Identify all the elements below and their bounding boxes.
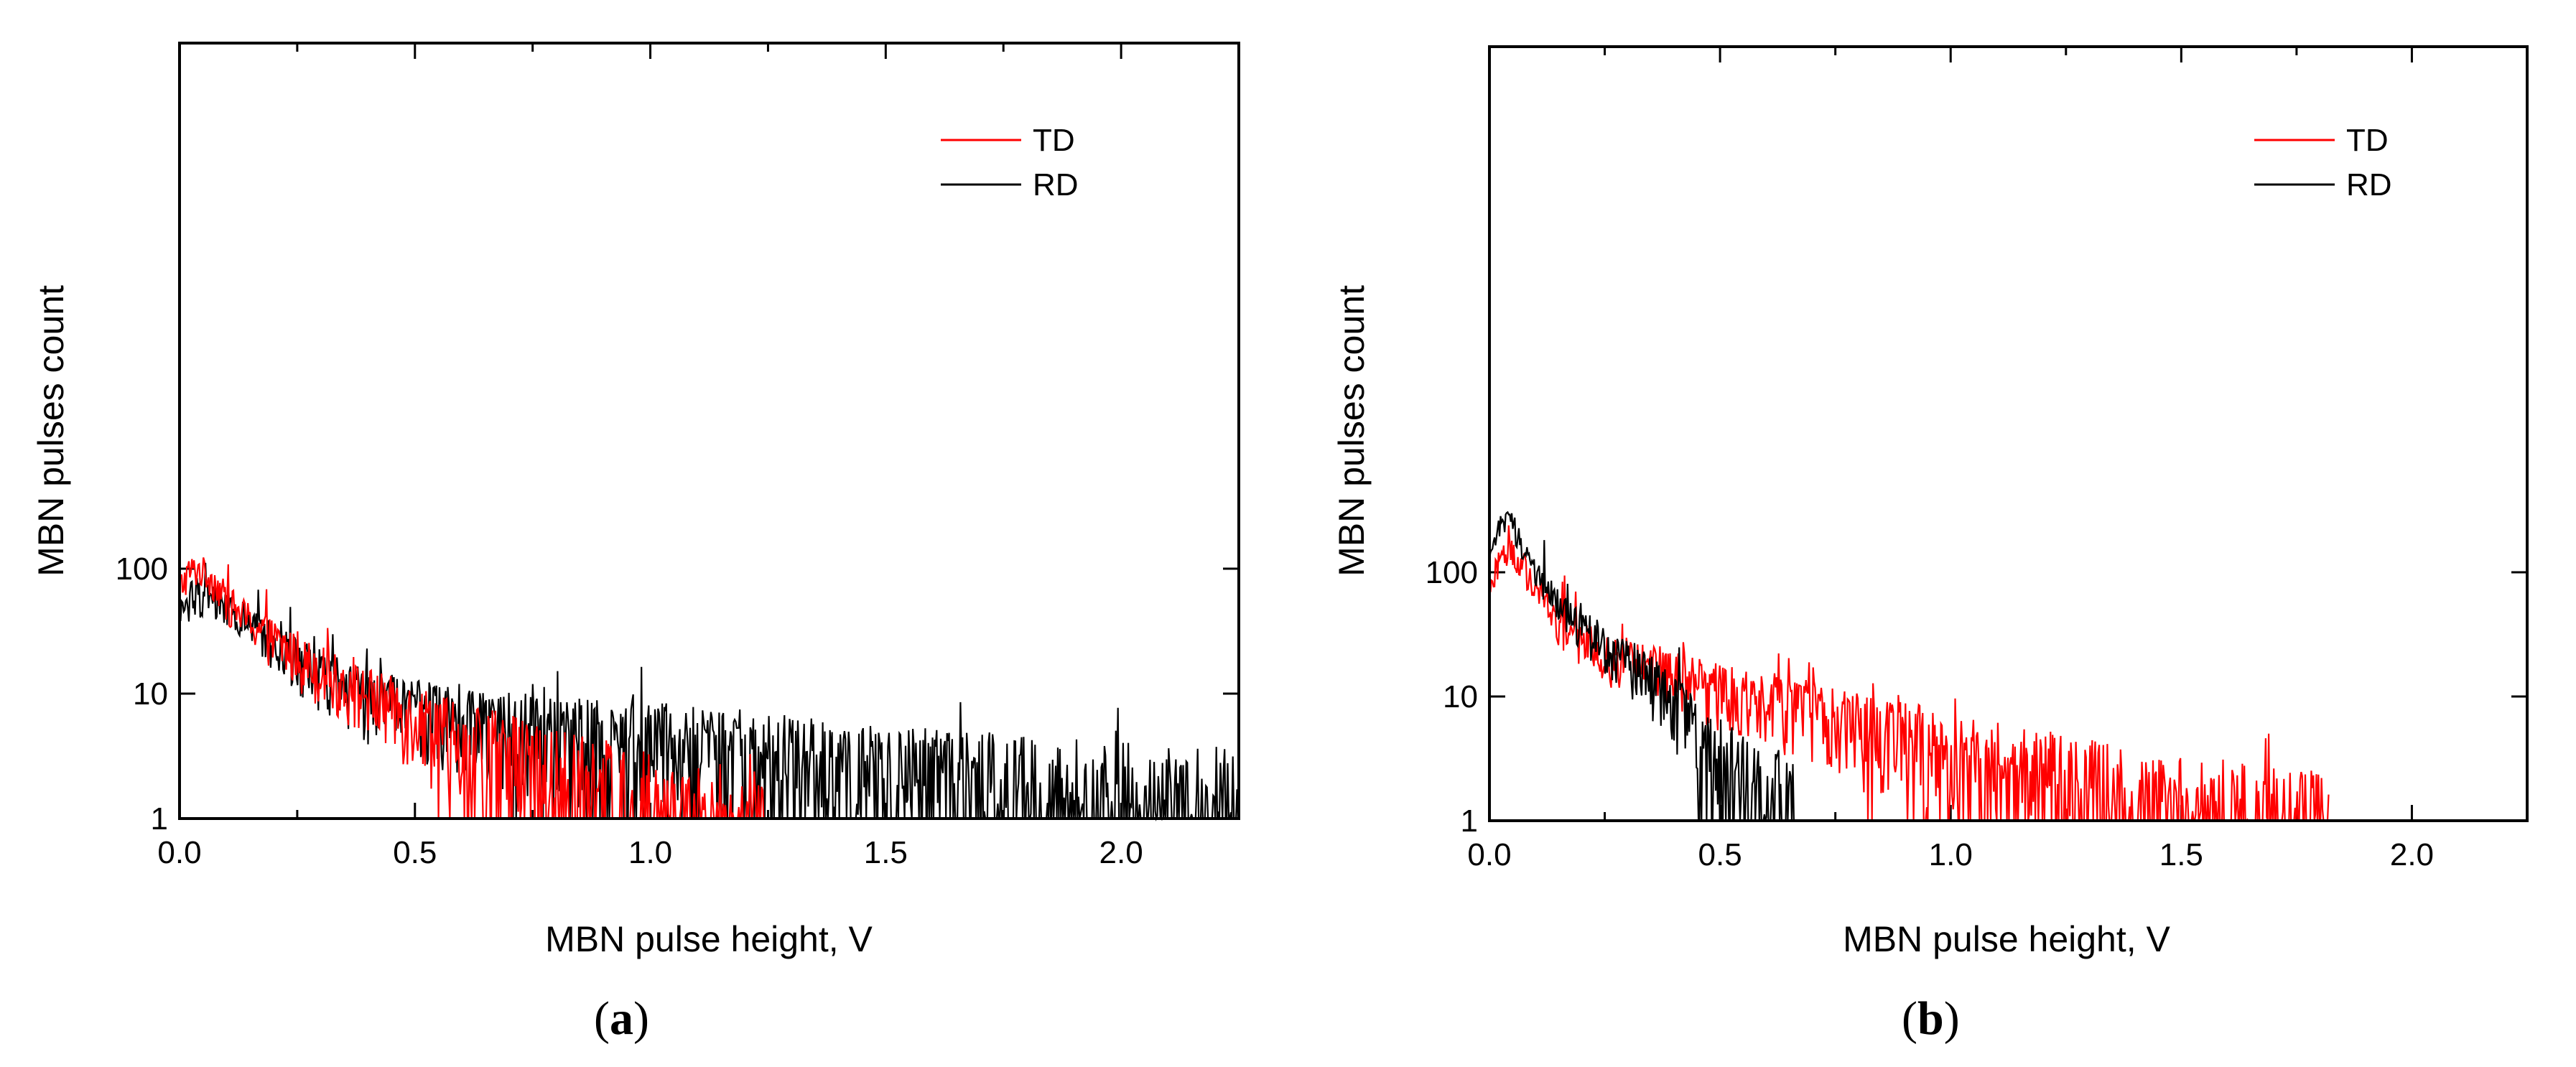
x-tick-label: 1.5 bbox=[2159, 837, 2203, 872]
x-axis-label: MBN pulse height, V bbox=[545, 919, 873, 959]
caption-open: ( bbox=[1902, 992, 1917, 1045]
panel-caption: (a) bbox=[594, 992, 649, 1045]
caption-letter: a bbox=[610, 992, 633, 1045]
panel-b: 0.0 0.5 1.0 1.5 2.0 1 10 100 TD RD MBN pulse he… bbox=[1288, 0, 2576, 1067]
caption-close: ) bbox=[633, 992, 649, 1045]
chart-a-svg: 0.0 0.5 1.0 1.5 2.0 1 10 100 TD RD MBN pulse he… bbox=[31, 42, 1240, 1045]
x-tick-label: 0.0 bbox=[157, 835, 201, 870]
panel-caption: (b) bbox=[1902, 992, 1960, 1045]
x-tick-label: 1.5 bbox=[864, 835, 908, 870]
series-RD-line bbox=[1488, 511, 1798, 822]
y-tick-label: 100 bbox=[116, 551, 168, 587]
caption-open: ( bbox=[594, 992, 610, 1045]
y-tick-label: 1 bbox=[151, 801, 168, 837]
y-tick-label: 1 bbox=[1461, 803, 1478, 839]
x-tick-label: 0.0 bbox=[1467, 837, 1511, 872]
y-axis-label: MBN pulses count bbox=[1331, 285, 1372, 577]
caption-letter: b bbox=[1917, 992, 1944, 1045]
x-tick-label: 0.5 bbox=[393, 835, 437, 870]
x-tick-label: 1.0 bbox=[1929, 837, 1973, 872]
x-axis-label: MBN pulse height, V bbox=[1843, 919, 2170, 959]
legend-label-TD: TD bbox=[2346, 123, 2389, 158]
x-tick-label: 2.0 bbox=[1099, 835, 1143, 870]
x-tick-label: 0.5 bbox=[1698, 837, 1742, 872]
chart-b-svg: 0.0 0.5 1.0 1.5 2.0 1 10 100 TD RD MBN pulse he… bbox=[1331, 45, 2529, 1045]
legend-label-TD: TD bbox=[1033, 123, 1075, 158]
plot-frame bbox=[1488, 45, 2529, 822]
y-axis-label: MBN pulses count bbox=[31, 285, 71, 577]
y-tick-label: 10 bbox=[133, 676, 168, 712]
legend-label-RD: RD bbox=[1033, 167, 1079, 202]
legend-label-RD: RD bbox=[2346, 167, 2392, 202]
x-tick-label: 2.0 bbox=[2390, 837, 2434, 872]
y-tick-label: 100 bbox=[1426, 555, 1478, 590]
series-TD-line bbox=[178, 557, 768, 820]
x-tick-label: 1.0 bbox=[628, 835, 672, 870]
panel-a: 0.0 0.5 1.0 1.5 2.0 1 10 100 TD RD MBN pulse he… bbox=[31, 42, 1240, 1045]
plot-frame bbox=[178, 42, 1240, 820]
y-tick-label: 10 bbox=[1443, 679, 1478, 714]
caption-close: ) bbox=[1944, 992, 1960, 1045]
